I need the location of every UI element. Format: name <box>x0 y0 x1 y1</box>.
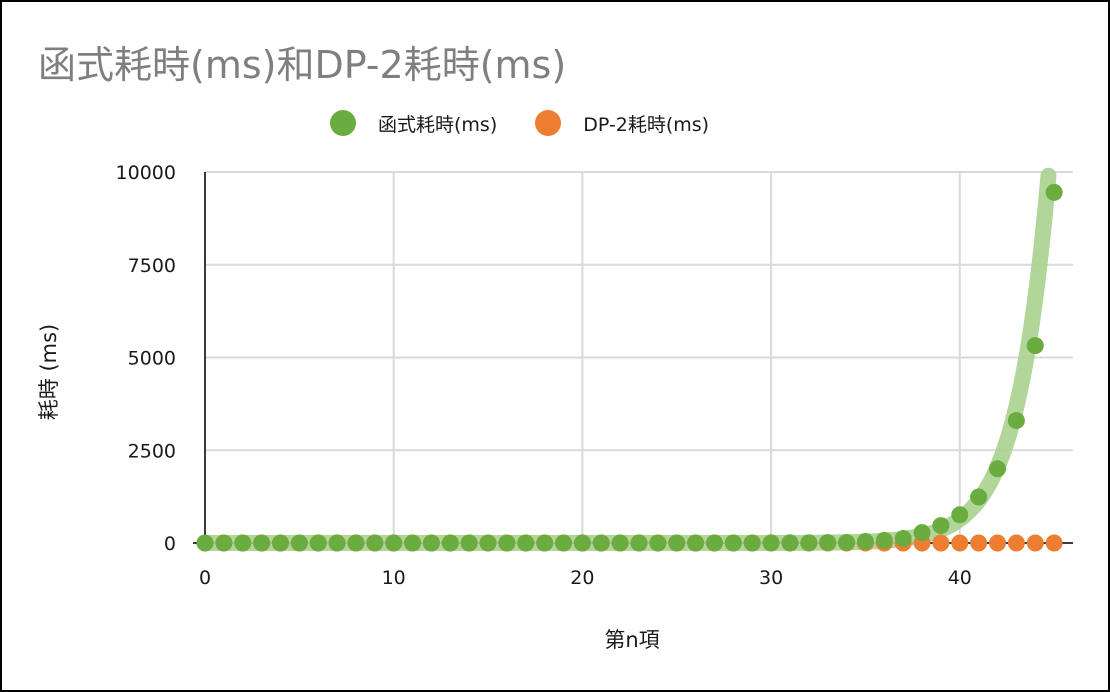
point-function-time <box>1026 337 1044 355</box>
point-function-time <box>838 533 856 551</box>
point-function-time <box>989 460 1007 478</box>
point-function-time <box>649 534 667 552</box>
point-function-time <box>404 534 422 552</box>
y-tick-label: 5000 <box>128 348 176 370</box>
point-function-time <box>687 534 705 552</box>
point-function-time <box>309 534 327 552</box>
point-dp2-time <box>1007 534 1025 552</box>
point-function-time <box>932 517 950 535</box>
point-function-time <box>1045 183 1063 201</box>
point-function-time <box>951 506 969 524</box>
x-tick-label: 20 <box>570 567 594 589</box>
point-function-time <box>385 534 403 552</box>
x-tick-label: 10 <box>382 567 406 589</box>
point-function-time <box>498 534 516 552</box>
point-function-time <box>724 534 742 552</box>
point-function-time <box>328 534 346 552</box>
point-function-time <box>290 534 308 552</box>
x-axis-title: 第n項 <box>604 628 660 652</box>
point-dp2-time <box>932 534 950 552</box>
chart-title: 函式耗時(ms)和DP-2耗時(ms) <box>38 43 567 87</box>
point-function-time <box>366 534 384 552</box>
point-function-time <box>271 534 289 552</box>
point-function-time <box>913 524 931 542</box>
point-dp2-time <box>1045 534 1063 552</box>
point-function-time <box>592 534 610 552</box>
point-dp2-time <box>1026 534 1044 552</box>
point-function-time <box>819 534 837 552</box>
point-dp2-time <box>970 534 988 552</box>
legend-item-function-time: 函式耗時(ms) <box>330 110 497 137</box>
point-function-time <box>875 531 893 549</box>
point-function-time <box>611 534 629 552</box>
point-function-time <box>536 534 554 552</box>
point-function-time <box>479 534 497 552</box>
point-function-time <box>705 534 723 552</box>
point-function-time <box>347 534 365 552</box>
point-function-time <box>800 534 818 552</box>
x-tick-label: 0 <box>199 567 211 589</box>
trendline-function-time <box>197 167 1057 551</box>
legend-marker-function-time <box>330 110 356 136</box>
legend-item-dp2-time: DP-2耗時(ms) <box>535 110 709 137</box>
point-function-time <box>970 488 988 506</box>
point-function-time <box>253 534 271 552</box>
point-function-time <box>422 534 440 552</box>
point-function-time <box>781 534 799 552</box>
point-function-time <box>234 534 252 552</box>
y-tick-label: 0 <box>164 533 176 555</box>
point-function-time <box>894 530 912 548</box>
point-function-time <box>517 534 535 552</box>
y-tick-label: 10000 <box>116 162 176 184</box>
legend: 函式耗時(ms) DP-2耗時(ms) <box>330 106 747 140</box>
point-function-time <box>668 534 686 552</box>
point-function-time <box>215 534 233 552</box>
y-tick-label: 2500 <box>128 440 176 462</box>
point-function-time <box>573 534 591 552</box>
y-tick-label: 7500 <box>128 255 176 277</box>
point-function-time <box>762 534 780 552</box>
legend-label-function-time: 函式耗時(ms) <box>378 113 498 136</box>
point-function-time <box>1007 412 1025 430</box>
point-function-time <box>196 534 214 552</box>
point-function-time <box>555 534 573 552</box>
point-dp2-time <box>989 534 1007 552</box>
point-function-time <box>856 533 874 551</box>
legend-label-dp2-time: DP-2耗時(ms) <box>583 113 710 136</box>
point-function-time <box>743 534 761 552</box>
point-function-time <box>630 534 648 552</box>
point-dp2-time <box>951 534 969 552</box>
x-tick-label: 40 <box>948 567 972 589</box>
legend-marker-dp2-time <box>535 110 562 136</box>
point-function-time <box>460 534 478 552</box>
point-function-time <box>441 534 459 552</box>
x-tick-label: 30 <box>759 567 783 589</box>
